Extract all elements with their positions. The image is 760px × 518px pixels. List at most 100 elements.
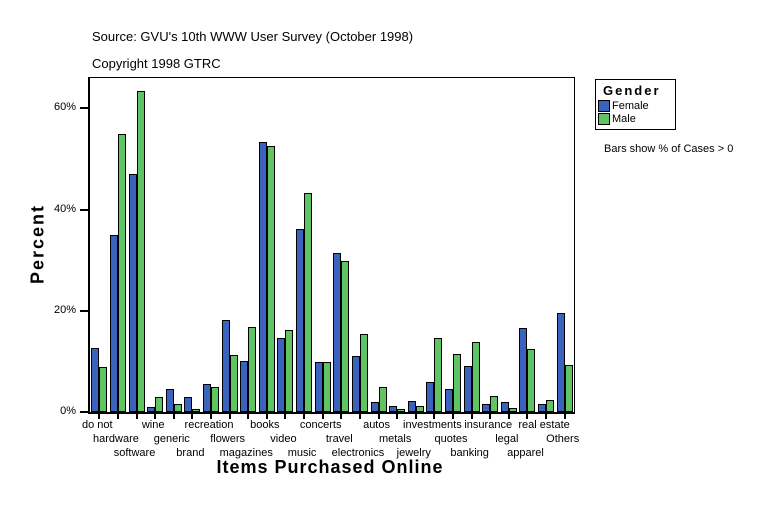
x-tick-travel — [340, 414, 343, 419]
y-tick-label: 60% — [53, 101, 76, 114]
x-tick-wine — [154, 414, 157, 419]
x-category-label-flowers: flowers — [210, 433, 246, 445]
y-tick-label: 0% — [60, 405, 76, 417]
bar-male-others — [564, 365, 573, 412]
male-color-swatch — [598, 113, 610, 125]
x-tick-software — [135, 414, 138, 419]
x-tick-autos — [377, 414, 380, 419]
x-category-label-wine: wine — [141, 419, 165, 431]
bar-male-generic — [173, 404, 182, 412]
x-category-label-metals: metals — [378, 433, 412, 445]
bar-male-books — [266, 146, 275, 412]
source-text: Source: GVU's 10th WWW User Survey (Octo… — [92, 29, 414, 44]
x-category-label-insurance: insurance — [464, 419, 513, 431]
x-tick-real-estate — [545, 414, 548, 419]
bar-male-electronics — [359, 333, 368, 412]
bar-female-software — [128, 174, 137, 412]
bar-female-wine — [147, 406, 156, 412]
x-category-label-quotes: quotes — [434, 433, 468, 445]
x-tick-magazines — [247, 414, 250, 419]
y-axis-title: Percent — [27, 203, 48, 285]
bar-female-hardware — [109, 234, 118, 412]
bar-female-others — [556, 312, 565, 412]
bar-male-metals — [397, 408, 406, 412]
x-tick-books — [265, 414, 268, 419]
copyright-text: Copyright 1998 GTRC — [92, 56, 221, 71]
bar-male-investments — [434, 338, 443, 412]
bar-female-investments — [426, 381, 435, 412]
x-category-label-banking: banking — [450, 447, 489, 459]
bar-female-metals — [389, 405, 398, 412]
bar-male-hardware — [117, 133, 126, 412]
x-tick-quotes — [452, 414, 454, 419]
bar-female-do-not — [91, 347, 100, 412]
x-category-label-hardware: hardware — [92, 433, 139, 445]
x-category-label-video: video — [270, 433, 297, 445]
bar-female-books — [258, 142, 267, 412]
y-tick-20 — [80, 309, 88, 312]
x-category-label-investments: investments — [403, 419, 462, 431]
bar-male-wine — [155, 396, 164, 412]
bar-male-brand — [192, 409, 201, 412]
female-color-swatch — [598, 100, 610, 112]
x-tick-others — [563, 414, 566, 419]
y-tick-60 — [80, 107, 88, 110]
bar-male-do-not — [99, 366, 108, 412]
bar-female-apparel — [519, 328, 528, 412]
bar-female-recreation — [203, 384, 211, 412]
bar-male-autos — [378, 386, 387, 412]
x-tick-insurance — [489, 414, 492, 419]
x-category-label-apparel: apparel — [507, 447, 544, 459]
bar-male-real-estate — [546, 399, 555, 412]
y-tick-label: 40% — [53, 202, 76, 215]
x-category-label-music: music — [287, 447, 317, 459]
x-category-label-travel: travel — [325, 433, 353, 445]
bar-female-jewelry — [407, 400, 416, 412]
x-tick-jewelry — [414, 414, 417, 419]
x-category-label-concerts: concerts — [299, 419, 342, 431]
bar-male-recreation — [211, 386, 219, 412]
x-tick-banking — [470, 414, 473, 419]
x-tick-brand — [191, 414, 194, 419]
x-tick-apparel — [526, 414, 529, 419]
x-category-label-real-estate: real estate — [518, 419, 570, 431]
bar-female-concerts — [314, 362, 323, 412]
x-category-label-autos: autos — [363, 419, 390, 431]
bar-male-music — [304, 192, 313, 412]
bar-male-concerts — [322, 362, 331, 412]
bar-male-video — [285, 330, 294, 412]
x-axis-title: Items Purchased Online — [216, 457, 444, 477]
x-category-label-do-not: do not — [82, 419, 113, 431]
bar-female-generic — [165, 389, 174, 412]
bar-female-music — [296, 228, 305, 412]
x-category-label-books: books — [250, 419, 280, 431]
y-tick-0 — [80, 411, 88, 413]
x-tick-metals — [396, 414, 399, 419]
bar-male-travel — [341, 261, 350, 412]
x-category-label-magazines: magazines — [219, 447, 273, 459]
y-tick-40 — [80, 208, 88, 211]
bar-female-insurance — [482, 403, 491, 412]
bar-female-quotes — [445, 389, 453, 412]
bar-female-flowers — [221, 319, 230, 412]
legend-label-female: Female — [612, 100, 649, 112]
x-category-label-software: software — [113, 447, 156, 459]
bar-female-video — [277, 337, 286, 412]
bar-female-magazines — [240, 361, 249, 412]
bars-note: Bars show % of Cases > 0 — [604, 143, 734, 155]
bar-male-apparel — [527, 348, 536, 412]
bar-female-banking — [463, 366, 472, 412]
x-tick-music — [303, 414, 306, 419]
x-tick-do-not — [98, 414, 101, 419]
legend-label-male: Male — [612, 113, 636, 125]
plot-area: 0% 20% 40% 60% — [54, 77, 575, 419]
legend-item-male: Male — [598, 113, 675, 125]
bar-female-autos — [370, 401, 379, 412]
bar-male-quotes — [453, 353, 461, 412]
bar-male-software — [136, 90, 145, 412]
bar-female-travel — [333, 252, 342, 412]
x-tick-investments — [433, 414, 436, 419]
bar-female-electronics — [351, 356, 360, 412]
legend: Gender Female Male — [595, 79, 676, 130]
